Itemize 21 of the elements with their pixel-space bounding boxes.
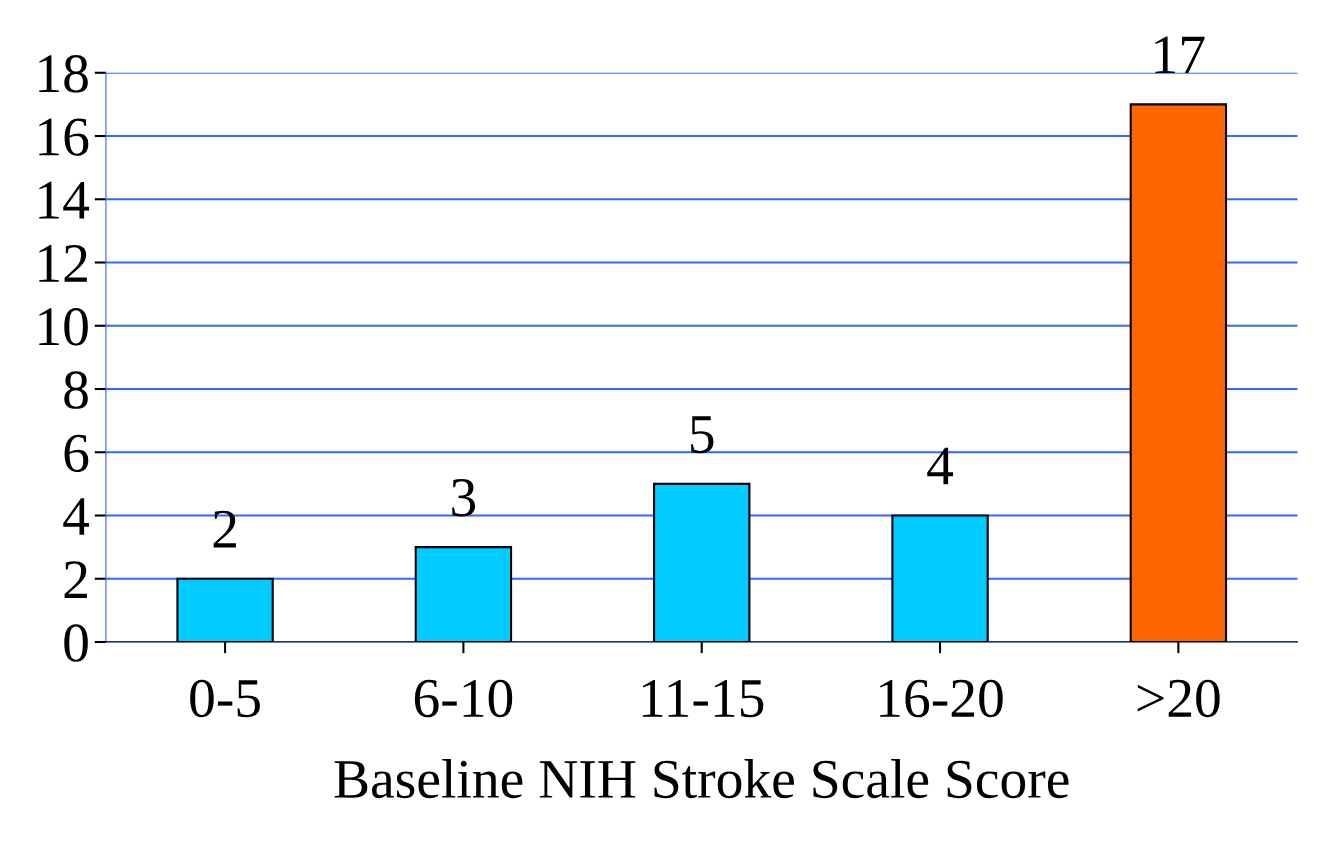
x-tick-label: 0-5 [190,679,260,718]
x-tick-label: 16-20 [880,679,1003,718]
x-axis-title: Baseline NIH Stroke Scale Score [334,759,1069,799]
y-tick-label: 0 [64,624,88,662]
y-tick-label: 8 [64,371,88,409]
y-tick-label: 6 [64,434,89,473]
x-tick-label: 6-10 [414,679,513,718]
y-tick-label: 10 [39,308,88,346]
data-label: 5 [691,416,714,454]
y-tick-label: 16 [39,118,89,156]
x-tick-label: 11-15 [642,679,764,718]
y-tick-label: 18 [39,55,88,93]
data-label: 3 [452,479,476,517]
y-tick-label: 12 [39,244,87,282]
y-tick-label: 14 [39,181,90,219]
y-tick-label: 4 [63,498,90,535]
data-label: 17 [1155,36,1205,74]
data-label: 4 [927,447,954,485]
y-tick-label: 2 [64,561,87,599]
data-label: 2 [213,510,236,548]
x-tick-label: >20 [1137,679,1220,718]
